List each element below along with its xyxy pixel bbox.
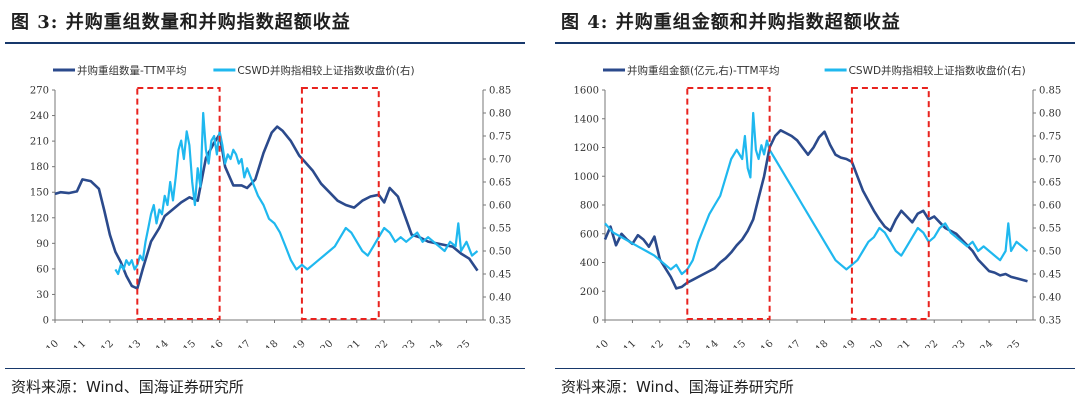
chart-figure-3: 0 30 60 90 120 150 180 210 240 270 0.35 0.40 0.45 0.5… xyxy=(30,64,511,348)
x-tick-label: 2010 xyxy=(35,338,61,348)
right-tick-label: 0.40 xyxy=(489,293,511,304)
x-tick-label: 2022 xyxy=(365,338,391,348)
x-tick-label: 2023 xyxy=(392,338,418,348)
right-tick-label: 0.70 xyxy=(1039,155,1061,166)
x-tick-label: 2020 xyxy=(860,338,886,348)
figure-4: 图 4: 并购重组金额和并购指数超额收益 0 200 400 600 800 1000 12… xyxy=(555,0,1075,407)
legend-label: CSWD并购指相较上证指数收盘价(右) xyxy=(237,64,414,77)
series-line-dark xyxy=(603,129,1028,290)
x-tick-label: 2021 xyxy=(337,338,363,348)
title-rule xyxy=(555,42,1075,44)
legend-label: CSWD并购指相较上证指数收盘价(右) xyxy=(849,64,1026,77)
left-tick-label: 400 xyxy=(580,258,599,269)
right-tick-label: 0.35 xyxy=(489,316,511,327)
x-tick-label: 2017 xyxy=(227,338,253,348)
x-tick-label: 2016 xyxy=(200,338,226,348)
x-tick-label: 2011 xyxy=(63,338,89,348)
x-tick-label: 2020 xyxy=(310,338,336,348)
right-tick-label: 0.55 xyxy=(489,224,511,235)
source-rule xyxy=(5,368,525,369)
right-tick-label: 0.85 xyxy=(1039,86,1061,97)
highlight-box xyxy=(686,87,771,320)
right-tick-label: 0.80 xyxy=(489,109,511,120)
left-tick-label: 1600 xyxy=(574,86,599,97)
x-tick-label: 2017 xyxy=(777,338,803,348)
right-tick-label: 0.45 xyxy=(1039,270,1061,281)
x-tick-label: 2010 xyxy=(585,338,611,348)
right-tick-label: 0.65 xyxy=(489,178,511,189)
x-tick-label: 2019 xyxy=(832,338,858,348)
right-tick-label: 0.45 xyxy=(489,270,511,281)
left-tick-label: 30 xyxy=(36,290,49,301)
left-tick-label: 600 xyxy=(580,229,599,240)
x-tick-label: 2016 xyxy=(750,338,776,348)
right-tick-label: 0.40 xyxy=(1039,293,1061,304)
left-tick-label: 1400 xyxy=(574,114,599,125)
right-tick-label: 0.85 xyxy=(489,86,511,97)
figure-3: 图 3: 并购重组数量和并购指数超额收益 0 30 60 90 120 150 180 210… xyxy=(5,0,525,407)
right-tick-label: 0.80 xyxy=(1039,109,1061,120)
highlight-box xyxy=(136,87,221,320)
left-tick-label: 210 xyxy=(30,137,49,148)
x-tick-label: 2014 xyxy=(145,338,171,348)
right-tick-label: 0.50 xyxy=(489,247,511,258)
x-tick-label: 2014 xyxy=(695,338,721,348)
x-tick-label: 2019 xyxy=(282,338,308,348)
left-tick-label: 1200 xyxy=(574,143,599,154)
source-note: 资料来源：Wind、国海证券研究所 xyxy=(561,378,794,396)
x-tick-label: 2013 xyxy=(668,338,694,348)
series-line-light xyxy=(604,111,1029,276)
left-tick-label: 120 xyxy=(30,213,49,224)
left-tick-label: 150 xyxy=(30,188,49,199)
x-tick-label: 2018 xyxy=(255,338,281,348)
left-tick-label: 60 xyxy=(36,264,49,275)
series-line-dark xyxy=(54,125,479,290)
x-tick-label: 2018 xyxy=(805,338,831,348)
right-tick-label: 0.35 xyxy=(1039,316,1061,327)
right-tick-label: 0.75 xyxy=(489,132,511,143)
left-tick-label: 200 xyxy=(580,287,599,298)
x-tick-label: 2025 xyxy=(447,338,473,348)
chart-figure-4: 0 200 400 600 800 1000 1200 1400 1600 0.35 0.40 0.4… xyxy=(574,64,1062,348)
left-tick-label: 270 xyxy=(30,86,49,97)
right-tick-label: 0.65 xyxy=(1039,178,1061,189)
x-tick-label: 2024 xyxy=(969,338,995,348)
x-tick-label: 2011 xyxy=(613,338,639,348)
x-tick-label: 2025 xyxy=(997,338,1023,348)
figure-title: 图 4: 并购重组金额和并购指数超额收益 xyxy=(561,12,901,33)
highlight-box xyxy=(300,87,380,320)
source-rule xyxy=(555,368,1075,369)
x-tick-label: 2013 xyxy=(118,338,144,348)
left-tick-label: 180 xyxy=(30,162,49,173)
right-tick-label: 0.55 xyxy=(1039,224,1061,235)
x-tick-label: 2021 xyxy=(887,338,913,348)
right-tick-label: 0.75 xyxy=(1039,132,1061,143)
series-line-light xyxy=(114,111,479,276)
right-tick-label: 0.70 xyxy=(489,155,511,166)
highlight-box xyxy=(850,87,930,320)
figure-title: 图 3: 并购重组数量和并购指数超额收益 xyxy=(11,12,351,33)
x-tick-label: 2022 xyxy=(915,338,941,348)
x-tick-label: 2012 xyxy=(640,338,666,348)
legend-label: 并购重组金额(亿元,右)-TTM平均 xyxy=(627,64,780,77)
left-tick-label: 240 xyxy=(30,111,49,122)
left-tick-label: 90 xyxy=(36,239,49,250)
x-tick-label: 2024 xyxy=(419,338,445,348)
left-tick-label: 0 xyxy=(593,316,599,327)
left-tick-label: 800 xyxy=(580,201,599,212)
right-tick-label: 0.60 xyxy=(489,201,511,212)
right-tick-label: 0.60 xyxy=(1039,201,1061,212)
left-tick-label: 0 xyxy=(43,316,49,327)
title-rule xyxy=(5,42,525,44)
legend-label: 并购重组数量-TTM平均 xyxy=(77,64,187,77)
x-tick-label: 2012 xyxy=(90,338,116,348)
x-tick-label: 2023 xyxy=(942,338,968,348)
right-tick-label: 0.50 xyxy=(1039,247,1061,258)
left-tick-label: 1000 xyxy=(574,172,599,183)
source-note: 资料来源：Wind、国海证券研究所 xyxy=(11,378,244,396)
